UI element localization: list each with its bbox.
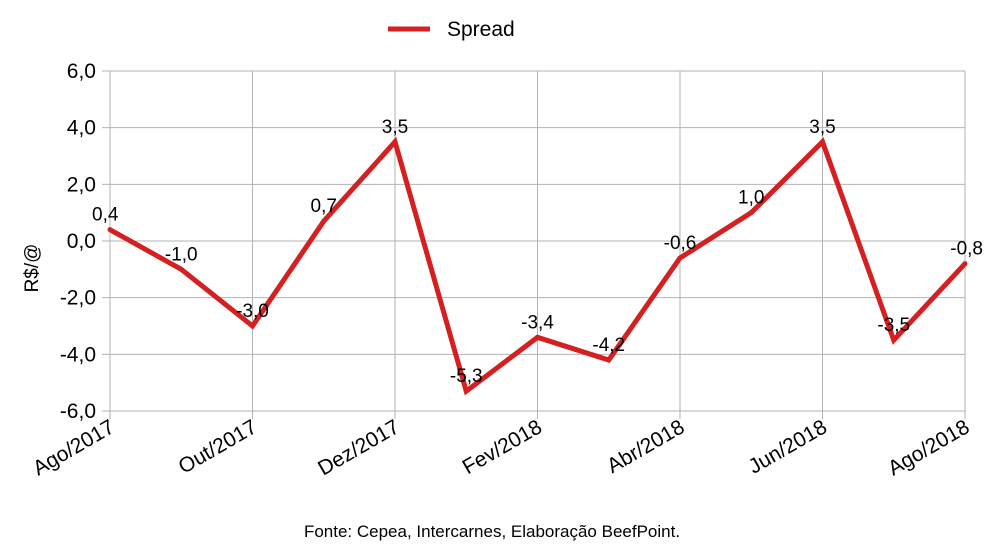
data-labels: 0,4 -1,0 -3,0 0,7 3,5 -5,3 -3,4 -4,2 -0,6 1,0 3,5 -… xyxy=(92,117,983,387)
data-label: -5,3 xyxy=(450,366,483,387)
data-point xyxy=(820,139,825,145)
data-label: -0,8 xyxy=(950,239,983,260)
series-spread xyxy=(107,136,968,396)
legend-label-spread: Spread xyxy=(447,18,515,41)
y-tick-label: -2,0 xyxy=(60,287,96,310)
y-axis-ticks: 6,0 4,0 2,0 0,0 -2,0 -4,0 -6,0 xyxy=(60,60,110,423)
data-point xyxy=(463,388,469,394)
data-label: 0,7 xyxy=(311,196,337,217)
x-tick-label: Jun/2018 xyxy=(745,415,831,478)
y-tick-label: 2,0 xyxy=(67,173,96,196)
data-label: -3,4 xyxy=(521,312,554,333)
data-label: -4,2 xyxy=(592,335,625,356)
data-label: -0,6 xyxy=(664,233,697,254)
y-axis-label: R$/@ xyxy=(22,244,43,293)
x-tick-label: Ago/2018 xyxy=(884,415,973,480)
y-tick-label: -6,0 xyxy=(60,400,96,423)
x-axis-ticks: Ago/2017 Out/2017 Dez/2017 Fev/2018 Abr/2018… xyxy=(29,411,974,480)
data-point xyxy=(748,210,754,216)
legend: Spread xyxy=(388,18,515,41)
data-point xyxy=(392,139,398,145)
data-label: -3,0 xyxy=(236,301,269,322)
data-label: -3,5 xyxy=(877,315,910,336)
data-label: 0,4 xyxy=(92,205,119,226)
data-point xyxy=(962,261,968,267)
data-label: -1,0 xyxy=(165,244,198,265)
x-tick-label: Fev/2018 xyxy=(459,415,546,479)
data-label: 3,5 xyxy=(382,117,408,138)
x-tick-label: Ago/2017 xyxy=(29,415,118,480)
data-label: 1,0 xyxy=(738,188,764,209)
data-point xyxy=(606,357,612,363)
data-point xyxy=(321,218,327,224)
y-tick-label: 6,0 xyxy=(67,60,96,83)
data-point xyxy=(250,323,255,329)
x-tick-label: Out/2017 xyxy=(175,415,261,478)
data-point xyxy=(891,337,897,343)
source-note: Fonte: Cepea, Intercarnes, Elaboração Be… xyxy=(304,522,680,541)
x-tick-label: Abr/2018 xyxy=(603,415,688,478)
data-point xyxy=(535,334,540,340)
y-tick-label: -4,0 xyxy=(60,343,96,366)
x-tick-label: Dez/2017 xyxy=(314,415,403,480)
gridlines xyxy=(109,70,966,412)
data-label: 3,5 xyxy=(809,117,835,138)
data-point xyxy=(178,266,184,272)
data-point xyxy=(677,255,683,261)
y-tick-label: 0,0 xyxy=(67,230,96,253)
y-tick-label: 4,0 xyxy=(67,117,96,140)
data-point xyxy=(107,227,113,233)
